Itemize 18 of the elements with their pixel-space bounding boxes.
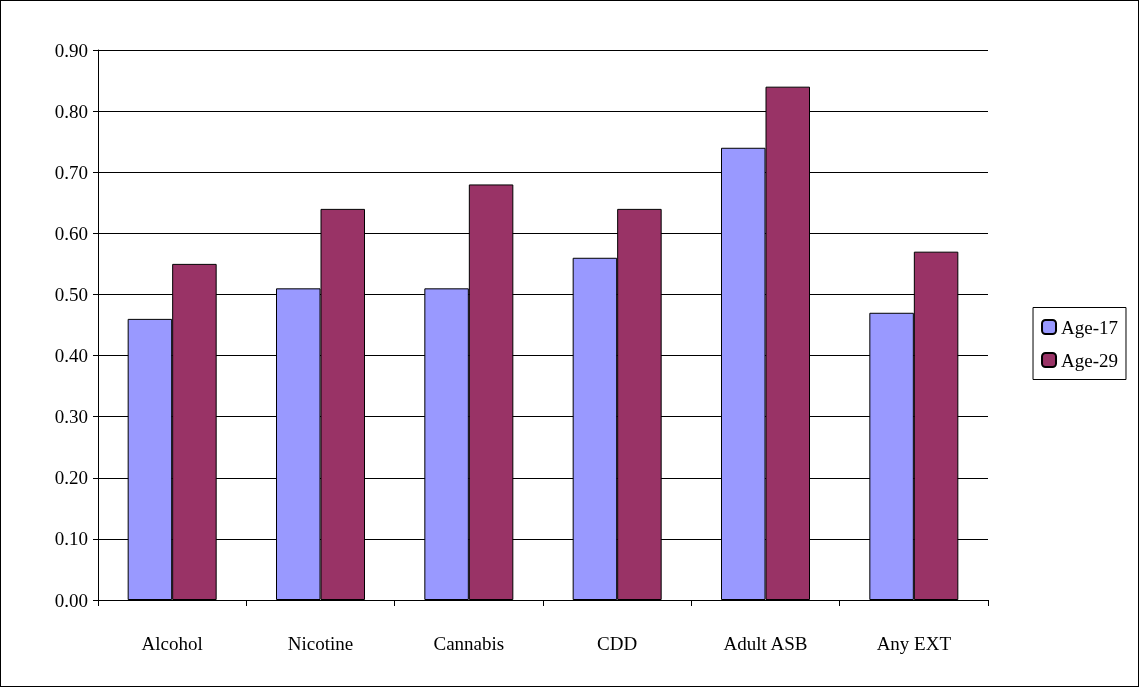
x-tick-label: Adult ASB xyxy=(723,633,808,654)
legend-label: Age-29 xyxy=(1061,349,1118,371)
y-tick-label: 0.80 xyxy=(54,100,88,122)
x-tick-label: Nicotine xyxy=(287,633,354,654)
y-tick-label: 0.60 xyxy=(54,222,88,244)
y-tick-label: 0.90 xyxy=(54,39,88,61)
y-tick-label: 0.70 xyxy=(54,161,88,183)
x-tick-label: Cannabis xyxy=(433,633,505,654)
x-tick-label: Alcohol xyxy=(141,633,203,654)
y-tick-label: 0.00 xyxy=(54,589,88,611)
y-tick-label: 0.10 xyxy=(54,528,88,550)
y-tick-label: 0.20 xyxy=(54,467,88,489)
x-tick-label: CDD xyxy=(597,633,638,654)
y-tick-label: 0.50 xyxy=(54,283,88,305)
legend-label: Age-17 xyxy=(1061,316,1118,338)
y-tick-label: 0.40 xyxy=(54,345,88,367)
x-tick-label: Any EXT xyxy=(876,633,952,654)
y-tick-label: 0.30 xyxy=(54,406,88,428)
